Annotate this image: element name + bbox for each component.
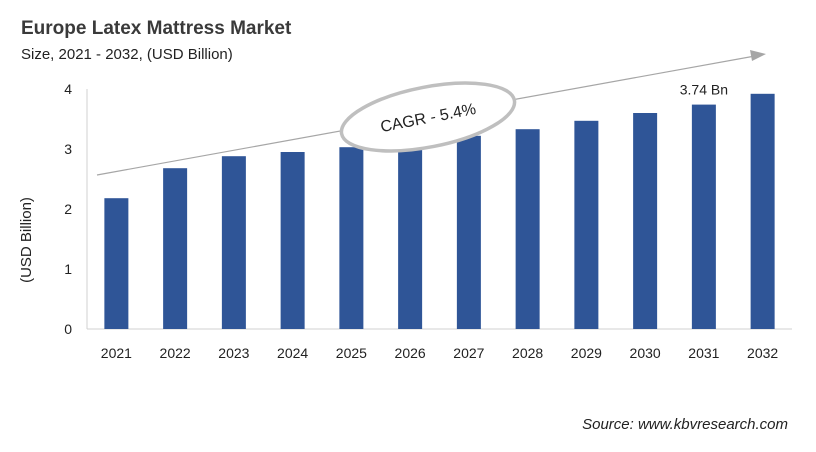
x-tick-label: 2032 bbox=[747, 345, 778, 361]
chart-subtitle: Size, 2021 - 2032, (USD Billion) bbox=[21, 46, 233, 63]
bar-2023 bbox=[221, 156, 246, 329]
bar-2021 bbox=[104, 198, 129, 329]
bar-2031 bbox=[691, 104, 716, 329]
x-tick-label: 2023 bbox=[218, 345, 249, 361]
bar-2025 bbox=[339, 147, 364, 329]
x-tick-label: 2028 bbox=[512, 345, 543, 361]
chart-title: Europe Latex Mattress Market bbox=[21, 18, 292, 39]
bar-2026 bbox=[398, 141, 423, 329]
y-axis-label: (USD Billion) bbox=[18, 197, 35, 283]
cagr-ellipse bbox=[339, 81, 517, 153]
bar-2029 bbox=[574, 120, 599, 329]
bar-2032 bbox=[750, 93, 775, 329]
bar-2027 bbox=[456, 135, 481, 329]
bar-2024 bbox=[280, 152, 305, 329]
data-label-2031: 3.74 Bn bbox=[680, 82, 728, 98]
x-tick-label: 2027 bbox=[453, 345, 484, 361]
x-tick-label: 2030 bbox=[630, 345, 661, 361]
bar-2022 bbox=[163, 168, 188, 329]
x-tick-label: 2031 bbox=[688, 345, 719, 361]
x-tick-label: 2024 bbox=[277, 345, 308, 361]
x-tick-label: 2026 bbox=[395, 345, 426, 361]
y-tick-label: 1 bbox=[64, 261, 72, 277]
x-tick-label: 2022 bbox=[160, 345, 191, 361]
x-tick-label: 2029 bbox=[571, 345, 602, 361]
y-tick-label: 2 bbox=[64, 201, 72, 217]
x-tick-label: 2025 bbox=[336, 345, 367, 361]
x-tick-label: 2021 bbox=[101, 345, 132, 361]
source-note: Source: www.kbvresearch.com bbox=[582, 416, 788, 433]
y-tick-label: 4 bbox=[64, 81, 72, 97]
y-tick-label: 3 bbox=[64, 141, 72, 157]
bar-2028 bbox=[515, 129, 540, 329]
cagr-callout: CAGR - 5.4% bbox=[339, 81, 517, 153]
bar-2030 bbox=[633, 113, 658, 329]
y-tick-label: 0 bbox=[64, 321, 72, 337]
